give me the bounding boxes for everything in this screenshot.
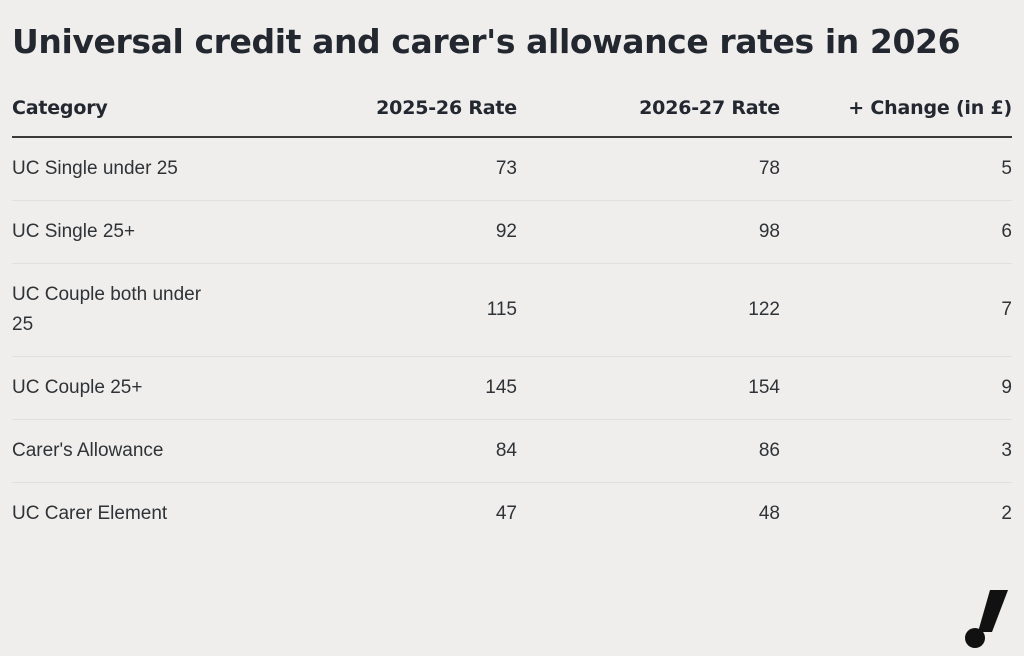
cell-rate-2025-26: 47 xyxy=(495,503,517,524)
table-header: Category 2025-26 Rate 2026-27 Rate + Cha… xyxy=(12,96,1012,138)
rates-table: Category 2025-26 Rate 2026-27 Rate + Cha… xyxy=(12,96,1012,545)
cell-rate-2026-27: 122 xyxy=(517,263,780,357)
column-header-category: Category xyxy=(12,96,342,138)
column-header-rate-2026-27: 2026-27 Rate xyxy=(517,96,780,138)
cell-change: 9 xyxy=(780,356,1012,420)
cell-rate-2026-27: 78 xyxy=(517,137,780,201)
cell-category: UC Couple both under 25 xyxy=(12,263,342,357)
cell-rate-2025-26: 84 xyxy=(342,419,517,483)
cell-category-label: UC Single 25+ xyxy=(12,221,136,242)
column-header-rate-2025-26: 2025-26 Rate xyxy=(342,96,517,138)
cell-rate-2026-27: 154 xyxy=(517,356,780,420)
table-row: UC Couple both under 25 115 122 7 xyxy=(12,263,1012,357)
cell-rate-2025-26: 92 xyxy=(342,200,517,264)
cell-rate-2025-26: 115 xyxy=(342,263,517,357)
table-row: UC Couple 25+ 145 154 9 xyxy=(12,356,1012,420)
cell-category-label: UC Couple 25+ xyxy=(12,377,143,398)
table-body: UC Single under 25 73 78 5 UC Single 25+… xyxy=(12,137,1012,545)
cell-rate-2026-27: 48 xyxy=(758,503,780,524)
cell-change: 5 xyxy=(780,137,1012,201)
cell-rate-2025-26: 73 xyxy=(342,137,517,201)
cell-rate-2025-26: 145 xyxy=(342,356,517,420)
exclamation-mark-logo-icon xyxy=(965,590,1008,648)
cell-category: UC Single 25+ xyxy=(12,200,342,264)
cell-category: UC Carer Element xyxy=(12,483,342,546)
cell-rate-2026-27: 86 xyxy=(517,419,780,483)
table-row: UC Single under 25 73 78 5 xyxy=(12,137,1012,201)
cell-category-label: UC Couple both under 25 xyxy=(12,284,202,335)
cell-category: UC Single under 25 xyxy=(12,137,342,201)
table-row: UC Single 25+ 92 98 6 xyxy=(12,200,1012,264)
cell-category-label: UC Single under 25 xyxy=(12,158,178,179)
cell-change: 3 xyxy=(780,419,1012,483)
cell-change: 7 xyxy=(780,263,1012,357)
page-title: Universal credit and carer's allowance r… xyxy=(12,22,961,61)
cell-category-label: Carer's Allowance xyxy=(12,440,164,461)
table-header-row: Category 2025-26 Rate 2026-27 Rate + Cha… xyxy=(12,96,1012,138)
table-row: UC Carer Element 47 48 2 xyxy=(12,483,1012,546)
cell-rate-2026-27: 98 xyxy=(517,200,780,264)
cell-category: UC Couple 25+ xyxy=(12,356,342,420)
cell-category-label: UC Carer Element xyxy=(12,503,168,524)
cell-category: Carer's Allowance xyxy=(12,419,342,483)
column-header-change: + Change (in £) xyxy=(780,96,1012,138)
table-row: Carer's Allowance 84 86 3 xyxy=(12,419,1012,483)
cell-change: 2 xyxy=(1001,503,1012,524)
cell-change: 6 xyxy=(780,200,1012,264)
